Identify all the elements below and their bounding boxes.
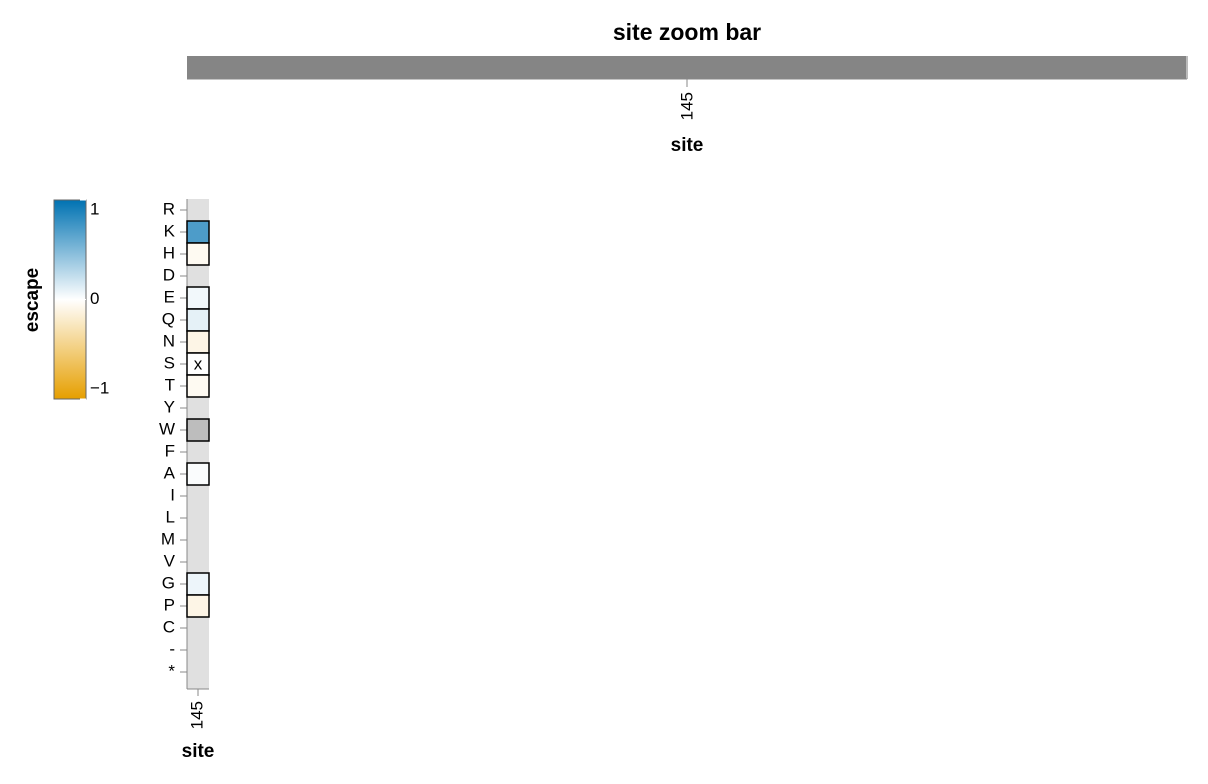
cell <box>186 330 210 354</box>
cell <box>186 374 210 398</box>
y-tick-label: P <box>164 595 175 614</box>
y-tick-label: M <box>161 529 175 548</box>
y-tick-label: E <box>164 287 175 306</box>
legend-tick-label: 1 <box>90 199 99 218</box>
heatmap-x-label: site <box>182 741 215 762</box>
cell <box>186 462 210 486</box>
y-tick-label: A <box>164 463 176 482</box>
legend-tick-label: 0 <box>90 289 99 308</box>
y-tick-label: L <box>166 507 175 526</box>
y-tick-label: H <box>163 243 175 262</box>
y-tick-label: Y <box>164 397 175 416</box>
wildtype-marker: x <box>194 354 203 373</box>
y-tick-label: D <box>163 265 175 284</box>
y-tick-label: K <box>164 221 176 240</box>
cell <box>186 594 210 618</box>
zoom-title: site zoom bar <box>613 19 761 45</box>
cell <box>186 220 210 244</box>
y-tick-label: C <box>163 617 175 636</box>
y-tick-label: T <box>165 375 175 394</box>
zoom-x-label: site <box>671 135 704 156</box>
y-tick-label: W <box>159 419 175 438</box>
x-tick-label: 145 <box>677 92 696 120</box>
y-tick-label: S <box>164 353 175 372</box>
legend-tick-label: −1 <box>90 378 109 397</box>
zoom-bar <box>187 56 1187 79</box>
cell <box>186 286 210 310</box>
y-tick-label: V <box>164 551 176 570</box>
y-tick-label: I <box>170 485 175 504</box>
masked-cell <box>186 418 210 442</box>
y-tick-label: R <box>163 199 175 218</box>
y-tick-label: Q <box>162 309 175 328</box>
cell <box>186 308 210 332</box>
y-tick-label: G <box>162 573 175 592</box>
cell <box>186 572 210 596</box>
y-tick-label: N <box>163 331 175 350</box>
legend-title: escape <box>22 268 43 332</box>
y-tick-label: - <box>169 639 175 658</box>
x-tick-label: 145 <box>187 701 206 729</box>
cell <box>186 242 210 266</box>
y-tick-label: F <box>165 441 175 460</box>
y-tick-label: * <box>168 661 175 680</box>
